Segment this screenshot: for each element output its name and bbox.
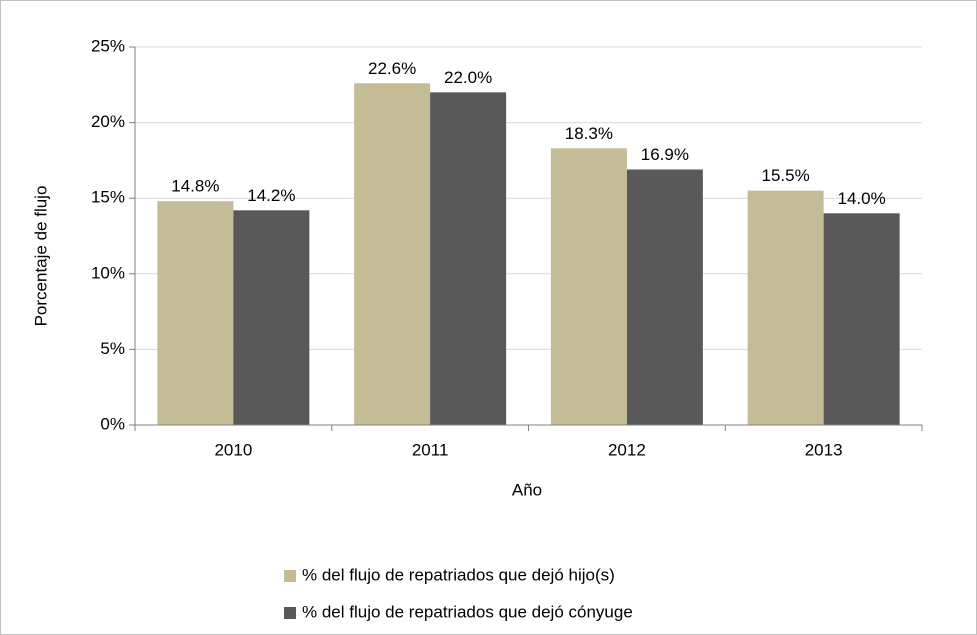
x-tick-label: 2011 (412, 440, 449, 459)
y-tick-label: 5% (100, 339, 125, 358)
y-tick-label: 10% (91, 263, 125, 282)
y-tick-label: 25% (91, 36, 125, 55)
data-label: 14.0% (838, 189, 886, 208)
x-tick-label: 2013 (805, 440, 843, 459)
data-label: 14.8% (171, 177, 219, 196)
bar (430, 92, 507, 426)
bar (626, 169, 703, 425)
legend-swatch (284, 570, 296, 582)
y-tick-label: 0% (100, 414, 125, 433)
legend-swatch (284, 607, 296, 619)
legend-label: % del flujo de repatriados que dejó hijo… (302, 565, 615, 584)
x-tick-label: 2012 (608, 440, 646, 459)
y-tick-label: 20% (91, 112, 125, 131)
data-label: 15.5% (762, 166, 810, 185)
data-label: 18.3% (565, 124, 613, 143)
bar (157, 201, 234, 425)
data-label: 22.6% (368, 59, 416, 78)
data-label: 22.0% (444, 68, 492, 87)
bar (747, 190, 824, 425)
bar (354, 83, 431, 426)
y-axis-title: Porcentaje de flujo (31, 186, 50, 327)
bar (233, 210, 310, 425)
data-label: 16.9% (641, 145, 689, 164)
x-tick-label: 2010 (214, 440, 252, 459)
bar (823, 213, 900, 425)
x-axis-title: Año (512, 480, 542, 499)
data-label: 14.2% (247, 186, 295, 205)
y-tick-label: 15% (91, 188, 125, 207)
bar (550, 148, 627, 425)
legend-label: % del flujo de repatriados que dejó cóny… (302, 602, 633, 621)
